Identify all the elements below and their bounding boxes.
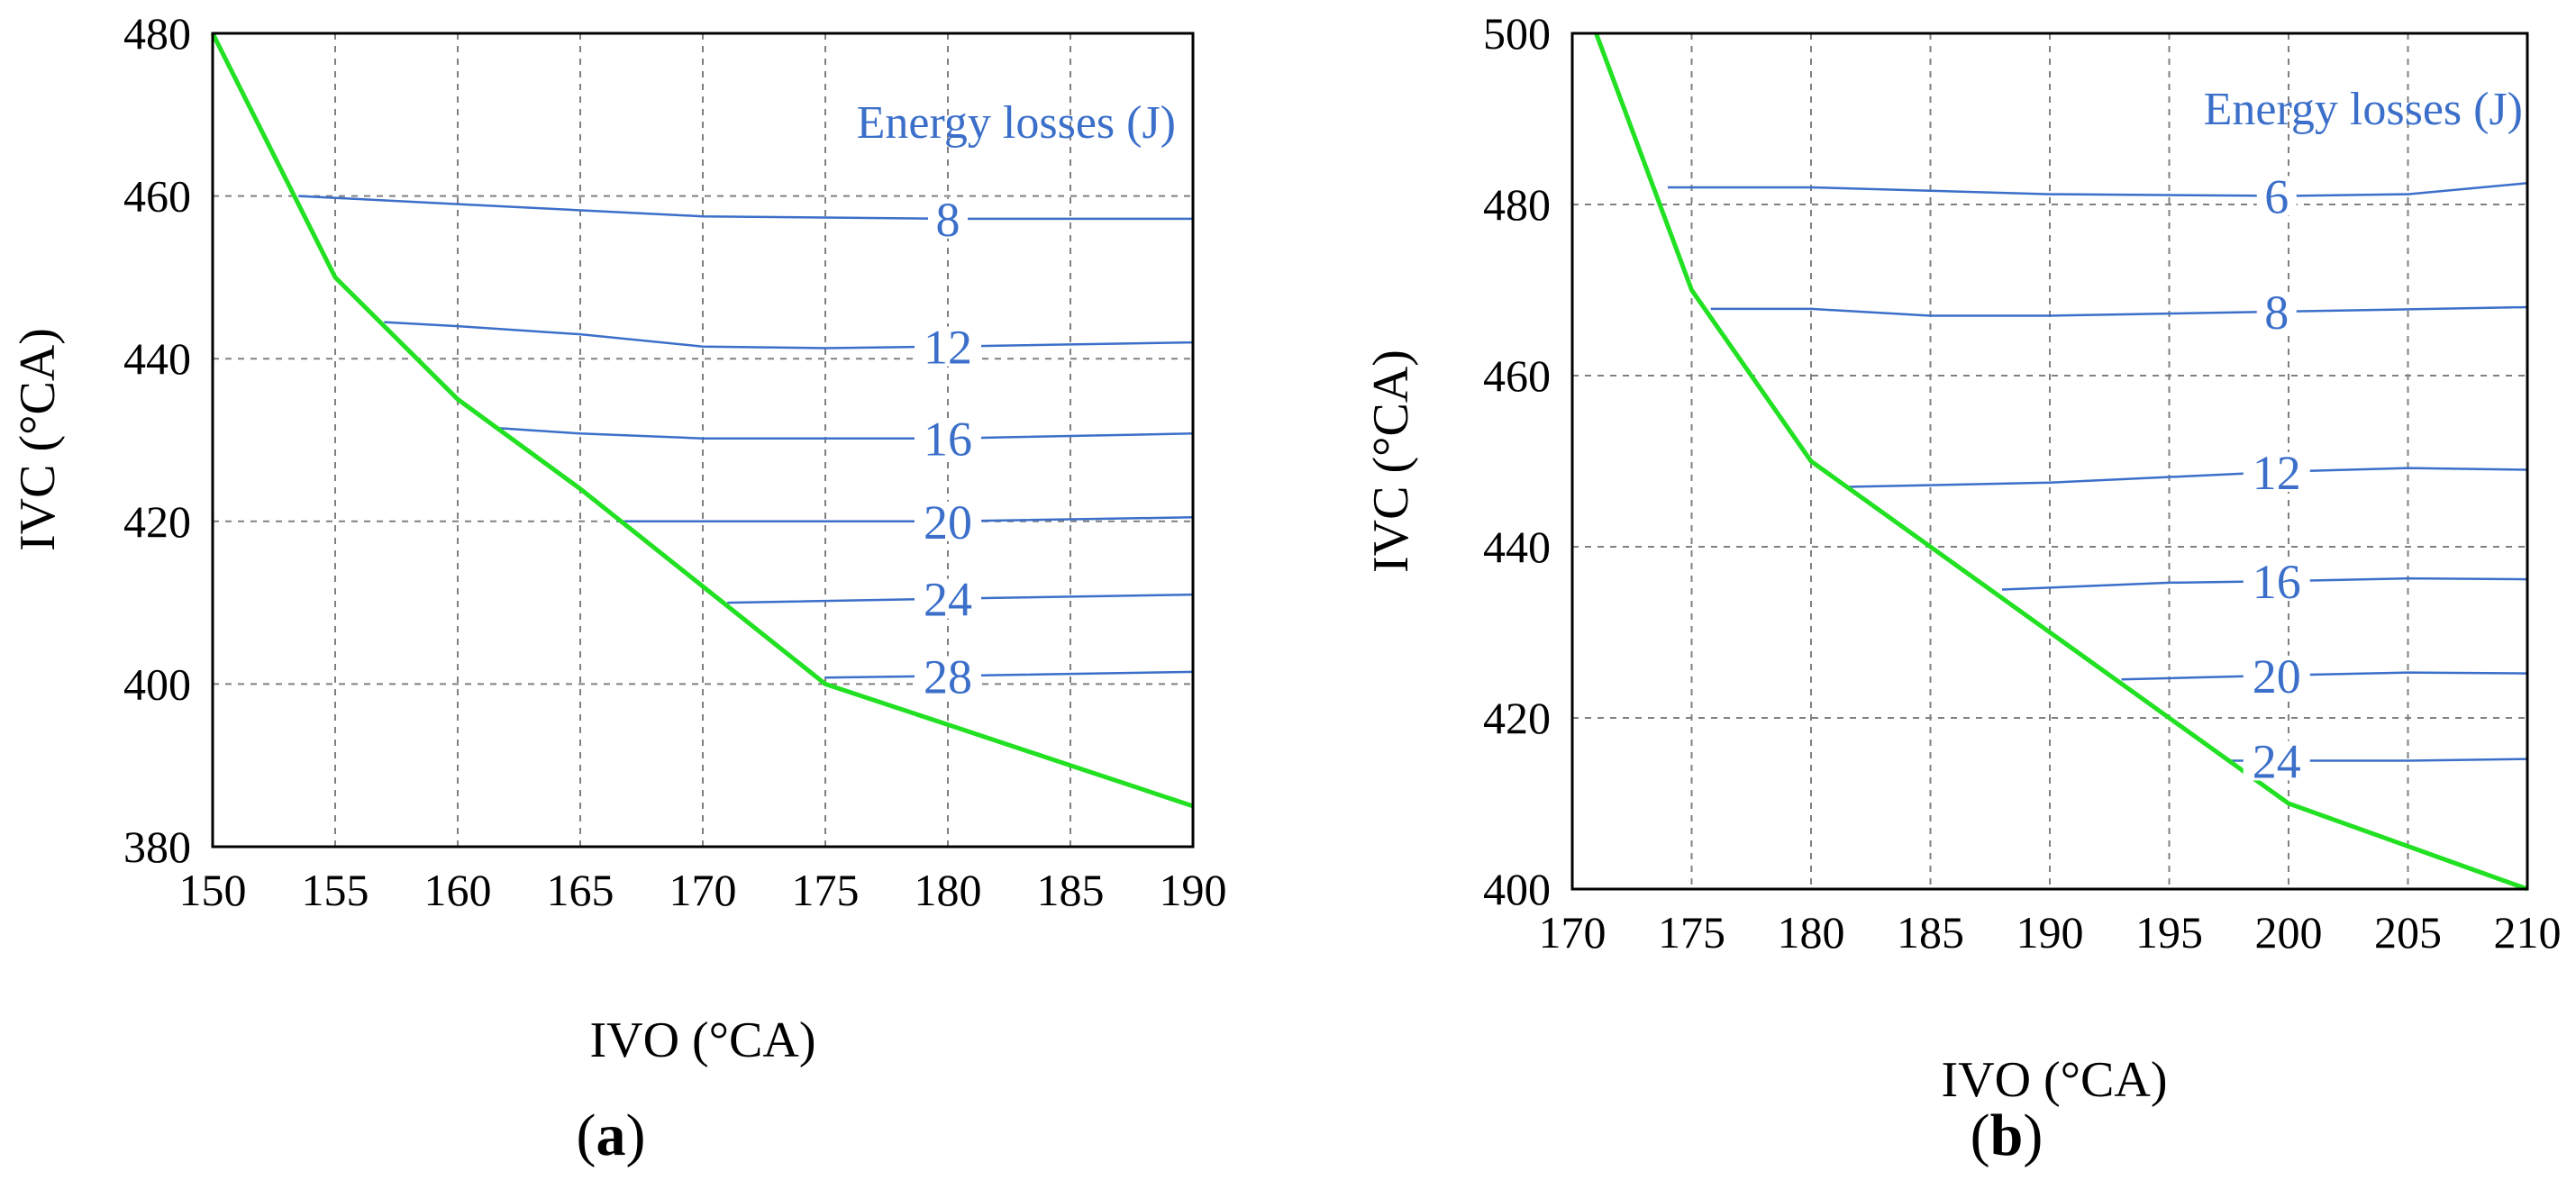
panel-b-y-ticks: 400 420 440 460 480 500: [1483, 8, 1551, 914]
panel-a-label: (a): [577, 1103, 646, 1168]
panel-b-x-tick-label: 210: [2494, 907, 2562, 958]
panel-b-legend-title: Energy losses (J): [2204, 84, 2523, 135]
panel-b-x-axis-label: IVO (°CA): [1941, 1052, 2167, 1108]
panel-b-frame: [1570, 32, 2529, 891]
panel-a-contour-label: 24: [924, 573, 972, 627]
panel-b-x-tick-label: 185: [1897, 907, 1964, 958]
panel-a-x-tick-label: 160: [424, 865, 492, 915]
panel-a-x-tick-label: 165: [547, 865, 614, 915]
panel-a-y-tick-label: 420: [123, 496, 191, 547]
panel-b-contour-label-bg: [2256, 291, 2297, 331]
panel-a-y-tick-label: 440: [123, 333, 191, 384]
panel-b-contour-label: 8: [2264, 286, 2289, 340]
panel-a-x-ticks: 150 155 160 165 170 175 180 185 190: [179, 865, 1227, 915]
panel-a-x-tick-label: 150: [179, 865, 247, 915]
panel-a-contour-label-bg: [915, 418, 981, 458]
panel-a-y-tick-label: 400: [123, 658, 191, 709]
panel-a-contour-line: [494, 426, 1194, 440]
panel-a-x-tick-label: 175: [792, 865, 860, 915]
panel-b-x-tick-label: 170: [1539, 907, 1607, 958]
panel-b-y-tick-label: 400: [1483, 864, 1551, 914]
panel-a-legend-title: Energy losses (J): [857, 97, 1176, 149]
panel-b-contour-line: [1710, 305, 2528, 317]
panel-b-contour-line: [1846, 467, 2528, 488]
panel-a-contour-label: 12: [924, 321, 972, 375]
panel-b-x-tick-label: 195: [2135, 907, 2203, 958]
panel-b-contour-label-bg: [2243, 452, 2310, 493]
panel-a-y-tick-label: 380: [123, 821, 191, 872]
panel-a-x-axis-label: IVO (°CA): [589, 1012, 815, 1068]
panel-a-grid: [213, 33, 1193, 847]
panel-b-contour-labels: 6 8 12 16 20 24: [2243, 169, 2310, 789]
panel-b-contour-label-bg: [2243, 561, 2310, 602]
panel-b-x-tick-label: 180: [1778, 907, 1845, 958]
panel-a-x-tick-label: 185: [1037, 865, 1105, 915]
panel-b-contour-line: [2121, 671, 2528, 681]
panel-b-y-tick-label: 480: [1483, 179, 1551, 230]
panel-a-contour-label-bg: [928, 198, 968, 239]
panel-b-boundary-line: [1594, 32, 2528, 892]
panel-b-contour-label-bg: [2256, 176, 2297, 216]
panel-b-y-axis-label: IVC (°CA): [1363, 349, 1419, 573]
panel-b-contour-line: [1668, 182, 2528, 197]
panel-a-contour-label-bg: [915, 578, 981, 619]
panel-a-contour-line: [298, 195, 1193, 221]
panel-a-y-tick-label: 460: [123, 171, 191, 222]
panel-b-boundary: [1594, 32, 2528, 892]
panel-a-x-tick-label: 170: [669, 865, 737, 915]
panel-b-contour-label: 12: [2253, 446, 2301, 500]
panel-a-boundary: [210, 32, 1194, 809]
panel-a-contour-label: 8: [936, 193, 960, 247]
panel-a-boundary-line: [210, 32, 1194, 809]
panel-b-contour-label: 24: [2253, 735, 2301, 789]
panel-b-contour-label-bg: [2243, 655, 2310, 695]
panel-b-letter: b: [1990, 1103, 2024, 1168]
panel-b-contours: [1668, 182, 2528, 762]
panel-b-contour-label-bg: [2243, 740, 2310, 781]
panel-a-y-axis-label: IVC (°CA): [10, 328, 66, 551]
panel-a-contour-line: [384, 321, 1194, 349]
panel-a-contour-label-bg: [915, 326, 981, 367]
panel-b-contour-label: 20: [2253, 649, 2301, 703]
panel-a-letter: a: [596, 1103, 626, 1168]
panel-b-x-tick-label: 205: [2374, 907, 2442, 958]
panel-a-contour-line: [616, 516, 1194, 523]
panel-b-y-tick-label: 440: [1483, 522, 1551, 572]
panel-b-x-tick-label: 175: [1658, 907, 1725, 958]
panel-a-y-ticks: 380 400 420 440 460 480: [123, 8, 191, 872]
panel-a-contour-label: 28: [924, 649, 972, 703]
panel-a-contour-label: 20: [924, 495, 972, 549]
panel-a-contour-label-bg: [915, 656, 981, 696]
panel-a-y-tick-label: 480: [123, 8, 191, 59]
panel-a-contour-labels: 8 12 16 20 24 28: [915, 193, 981, 703]
panel-b: 6 8 12 16 20 24 170 175 180 185 190 195 200 205 210 4…: [1363, 8, 2562, 1168]
panel-a-x-tick-label: 190: [1160, 865, 1227, 915]
panel-b-grid: [1572, 33, 2527, 889]
panel-b-y-tick-label: 500: [1483, 8, 1551, 59]
panel-a-contour-label-bg: [915, 501, 981, 541]
panel-b-contour-label: 6: [2264, 169, 2289, 223]
panel-b-x-tick-label: 190: [2016, 907, 2084, 958]
panel-a-x-tick-label: 180: [915, 865, 982, 915]
panel-b-y-tick-label: 420: [1483, 693, 1551, 743]
panel-a-frame: [211, 32, 1195, 849]
panel-a-contour-label: 16: [924, 413, 972, 467]
panel-b-x-tick-label: 200: [2255, 907, 2323, 958]
panel-b-contour-label: 16: [2253, 555, 2301, 609]
panel-a-contour-line: [824, 670, 1194, 679]
panel-a-contours: [298, 195, 1194, 679]
panel-b-label: (b): [1971, 1103, 2044, 1168]
panel-a-x-tick-label: 155: [302, 865, 369, 915]
panel-b-x-ticks: 170 175 180 185 190 195 200 205 210: [1539, 907, 2562, 958]
panel-b-y-tick-label: 460: [1483, 350, 1551, 401]
